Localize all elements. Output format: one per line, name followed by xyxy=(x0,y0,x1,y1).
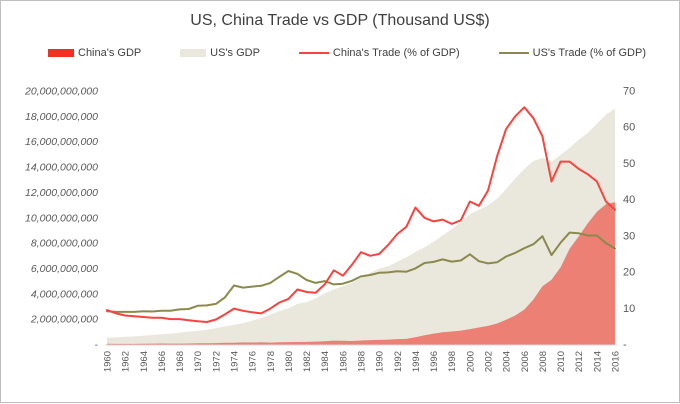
right-axis-tick-label: 40 xyxy=(623,194,635,206)
left-axis-tick-label: 20,000,000,000 xyxy=(24,86,98,98)
legend-item-china-gdp[interactable]: China's GDP xyxy=(48,47,141,59)
left-axis-tick-label: 14,000,000,000 xyxy=(25,162,98,174)
x-axis-tick-label: 2008 xyxy=(538,351,549,372)
right-axis-tick-label: 50 xyxy=(623,158,635,170)
legend-swatch-us-trade-icon xyxy=(498,52,529,54)
x-axis-tick-label: 1994 xyxy=(411,351,422,372)
right-axis-tick-label: 10 xyxy=(623,303,635,315)
x-axis-tick-label: 1986 xyxy=(338,351,349,372)
right-axis-tick-label: 70 xyxy=(623,86,635,98)
chart-title: US, China Trade vs GDP (Thousand US$) xyxy=(190,12,490,29)
left-axis-tick-label: 12,000,000,000 xyxy=(25,187,98,199)
left-axis-tick-label: 2,000,000,000 xyxy=(30,314,98,326)
x-axis-tick-label: 2006 xyxy=(520,351,531,372)
x-axis-tick-label: 1982 xyxy=(302,351,313,372)
x-axis-tick-label: 2016 xyxy=(611,351,622,372)
left-axis-tick-label: - xyxy=(95,339,99,351)
x-axis-tick-label: 1978 xyxy=(266,351,277,372)
legend-label-us-trade: US's Trade (% of GDP) xyxy=(532,47,646,59)
right-axis-tick-label: 20 xyxy=(623,267,635,279)
x-axis-tick-label: 1988 xyxy=(357,351,368,372)
x-axis-tick-label: 1980 xyxy=(284,351,295,372)
x-axis-tick-label: 2014 xyxy=(592,351,603,372)
left-axis-tick-label: 4,000,000,000 xyxy=(31,288,98,300)
x-axis-tick-label: 1970 xyxy=(193,351,204,372)
legend-item-us-trade[interactable]: US's Trade (% of GDP) xyxy=(498,47,646,59)
legend-label-us-gdp: US's GDP xyxy=(210,47,260,59)
x-axis-tick-label: 2010 xyxy=(556,351,567,372)
x-axis-tick-label: 1968 xyxy=(175,351,186,372)
left-axis-tick-label: 18,000,000,000 xyxy=(25,111,98,123)
x-axis-tick-label: 1974 xyxy=(230,351,241,372)
x-axis-tick-label: 2004 xyxy=(502,351,513,372)
legend-label-china-trade: China's Trade (% of GDP) xyxy=(332,47,460,59)
x-axis-tick-label: 1992 xyxy=(393,351,404,372)
x-axis-tick-label: 1990 xyxy=(375,351,386,372)
left-axis-tick-label: 16,000,000,000 xyxy=(25,136,98,148)
china-s-gdp-area xyxy=(107,202,615,345)
x-axis-tick-label: 1998 xyxy=(447,351,458,372)
x-axis-tick-label: 1984 xyxy=(320,351,331,372)
x-axis-tick-label: 2002 xyxy=(484,351,495,372)
x-axis-tick-label: 1996 xyxy=(429,351,440,372)
legend-label-china-gdp: China's GDP xyxy=(78,47,142,59)
legend-item-us-gdp[interactable]: US's GDP xyxy=(180,47,260,59)
x-axis-tick-label: 1962 xyxy=(121,351,132,372)
x-axis-tick-label: 1964 xyxy=(139,351,150,372)
left-axis-tick-label: 8,000,000,000 xyxy=(31,238,98,250)
left-axis-tick-label: 6,000,000,000 xyxy=(31,263,98,275)
x-axis-tick-label: 1972 xyxy=(211,351,222,372)
right-axis-tick-label: - xyxy=(623,339,627,351)
x-axis-tick-label: 1976 xyxy=(248,351,259,372)
x-axis-tick-label: 2012 xyxy=(574,351,585,372)
x-axis-tick-label: 1966 xyxy=(157,351,168,372)
x-axis-tick-label: 1960 xyxy=(103,351,114,372)
legend-swatch-china-trade-icon xyxy=(298,52,329,54)
chart-legend: China's GDP US's GDP China's Trade (% of… xyxy=(48,47,646,59)
china-s-trade-of-gdp-line xyxy=(106,106,616,323)
right-axis-tick-label: 60 xyxy=(623,122,635,134)
us-s-gdp-area xyxy=(107,108,615,345)
legend-item-china-trade[interactable]: China's Trade (% of GDP) xyxy=(298,47,460,59)
right-axis-tick-label: 30 xyxy=(623,230,635,242)
legend-swatch-china-gdp-icon xyxy=(48,49,74,57)
x-axis-tick-label: 2000 xyxy=(465,351,476,372)
legend-swatch-us-gdp-icon xyxy=(180,49,207,57)
us-s-trade-of-gdp-line xyxy=(106,231,616,313)
left-axis-tick-label: 10,000,000,000 xyxy=(25,212,98,224)
